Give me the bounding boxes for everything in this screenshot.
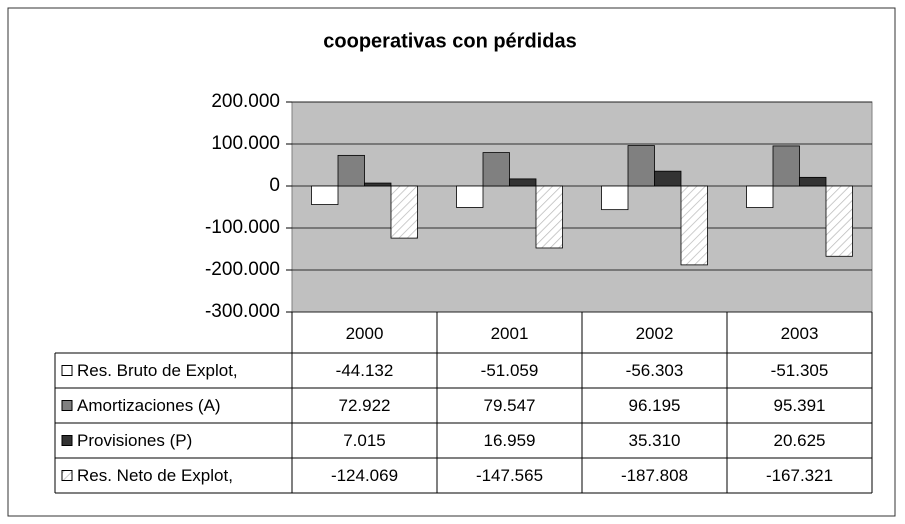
legend-label: Res. Neto de Explot, — [77, 466, 233, 485]
bar — [311, 185, 339, 205]
legend-label: Amortizaciones (A) — [77, 396, 221, 415]
y-tick-label: -100.000 — [205, 217, 280, 238]
x-tick-label: 2002 — [636, 324, 674, 343]
legend-label: Provisiones (P) — [77, 431, 192, 450]
bar — [680, 185, 708, 266]
x-tick-label: 2001 — [491, 324, 529, 343]
bar — [799, 176, 827, 187]
table-value: 35.310 — [629, 431, 681, 450]
table-value: 20.625 — [774, 431, 826, 450]
y-tick-label: 0 — [269, 175, 280, 196]
bar — [654, 170, 682, 187]
bar — [456, 185, 484, 208]
y-tick-label: -200.000 — [205, 259, 280, 280]
table-value: 16.959 — [484, 431, 536, 450]
y-tick-label: 200.000 — [211, 91, 280, 112]
y-tick-label: 100.000 — [211, 133, 280, 154]
table-value: -187.808 — [621, 466, 688, 485]
table-value: 79.547 — [484, 396, 536, 415]
legend-key — [61, 435, 73, 446]
legend-key — [61, 400, 73, 411]
table-value: 72.922 — [339, 396, 391, 415]
table-value: -51.059 — [481, 361, 539, 380]
bar — [772, 145, 800, 187]
plot-area — [291, 101, 873, 313]
chart-title: cooperativas con pérdidas — [323, 30, 576, 52]
table-value: 7.015 — [343, 431, 386, 450]
table-value: -124.069 — [331, 466, 398, 485]
table-value: -147.565 — [476, 466, 543, 485]
table-value: -56.303 — [626, 361, 684, 380]
table-value: 96.195 — [629, 396, 681, 415]
bar — [390, 185, 418, 239]
table-value: -167.321 — [766, 466, 833, 485]
table-value: -51.305 — [771, 361, 829, 380]
bar — [535, 185, 563, 249]
bar — [746, 185, 774, 208]
legend-key — [61, 365, 73, 376]
table-value: 95.391 — [774, 396, 826, 415]
bar — [337, 154, 365, 187]
bar — [601, 185, 629, 211]
x-tick-label: 2003 — [781, 324, 819, 343]
bar — [364, 182, 392, 187]
legend-label: Res. Bruto de Explot, — [77, 361, 238, 380]
bar — [825, 185, 853, 257]
legend-key — [61, 470, 73, 481]
bar — [509, 178, 537, 187]
y-tick-label: -300.000 — [205, 301, 280, 322]
bar — [627, 145, 655, 187]
bar — [482, 152, 510, 187]
x-tick-label: 2000 — [346, 324, 384, 343]
table-value: -44.132 — [336, 361, 394, 380]
